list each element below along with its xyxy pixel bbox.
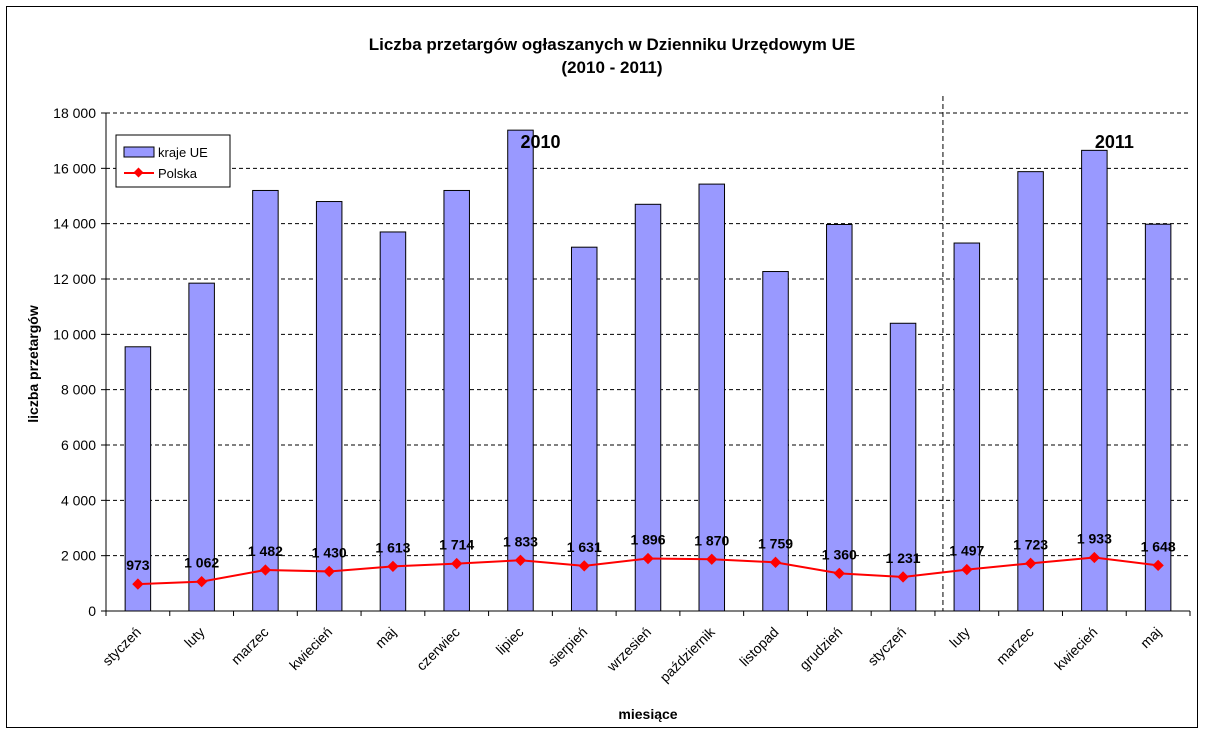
point-polska bbox=[1024, 557, 1037, 569]
bar-kraje-ue bbox=[1081, 149, 1108, 612]
data-label-polska: 1 631 bbox=[567, 539, 602, 555]
legend-swatch-kraje-ue bbox=[123, 146, 155, 158]
data-label-polska: 1 360 bbox=[822, 546, 857, 562]
legend-marker-polska bbox=[133, 167, 144, 178]
point-polska bbox=[833, 567, 845, 580]
x-tick-label: marzec bbox=[993, 624, 1037, 668]
point-polska bbox=[387, 560, 399, 573]
data-label-polska: 1 497 bbox=[949, 543, 984, 559]
point-polska bbox=[195, 575, 208, 588]
x-tick-label: styczeń bbox=[99, 624, 144, 669]
y-tick-label: 16 000 bbox=[53, 160, 96, 176]
bar-kraje-ue bbox=[379, 231, 407, 612]
x-tick-label: maj bbox=[1137, 624, 1164, 651]
bar-kraje-ue bbox=[1017, 171, 1044, 612]
point-polska bbox=[642, 552, 654, 565]
x-tick-label: listopad bbox=[736, 624, 781, 669]
x-tick-label: grudzień bbox=[796, 624, 845, 673]
y-tick-label: 0 bbox=[88, 603, 96, 619]
data-label-polska: 1 833 bbox=[503, 533, 538, 549]
point-polska bbox=[259, 564, 272, 576]
x-axis-title: miesiące bbox=[618, 706, 677, 722]
point-polska bbox=[514, 554, 527, 566]
x-tick-label: styczeń bbox=[864, 624, 909, 669]
y-tick-label: 12 000 bbox=[53, 271, 96, 287]
bar-kraje-ue bbox=[315, 201, 343, 612]
bar-kraje-ue bbox=[443, 189, 470, 612]
x-tick-label: luty bbox=[181, 624, 208, 651]
y-tick-label: 10 000 bbox=[53, 326, 96, 342]
legend-box bbox=[115, 134, 231, 188]
data-label-polska: 1 482 bbox=[248, 543, 283, 559]
bar-kraje-ue bbox=[762, 271, 789, 612]
data-label-polska: 1 759 bbox=[758, 535, 793, 551]
x-tick-label: kwiecień bbox=[286, 624, 335, 673]
data-label-polska: 1 062 bbox=[184, 555, 219, 571]
point-polska bbox=[769, 556, 782, 568]
x-tick-label: maj bbox=[372, 624, 399, 651]
y-tick-label: 2 000 bbox=[61, 548, 96, 564]
x-tick-label: wrzesień bbox=[603, 624, 654, 675]
point-polska bbox=[578, 560, 590, 572]
chart-subtitle: (2010 - 2011) bbox=[561, 58, 662, 77]
point-polska bbox=[1152, 559, 1164, 572]
chart-title: Liczba przetargów ogłaszanych w Dziennik… bbox=[369, 35, 855, 54]
legend-label-kraje-ue: kraje UE bbox=[158, 145, 208, 160]
bar-kraje-ue bbox=[826, 223, 853, 612]
year-annotation: 2011 bbox=[1095, 132, 1134, 152]
x-tick-label: marzec bbox=[228, 624, 272, 668]
data-label-polska: 1 648 bbox=[1141, 538, 1176, 554]
bar-kraje-ue bbox=[634, 203, 662, 612]
x-tick-label: kwiecień bbox=[1051, 624, 1100, 673]
data-label-polska: 1 896 bbox=[630, 532, 665, 548]
bar-kraje-ue bbox=[507, 129, 534, 612]
legend-label-polska: Polska bbox=[158, 166, 198, 181]
x-tick-label: luty bbox=[946, 624, 973, 651]
bar-kraje-ue bbox=[188, 282, 215, 612]
point-polska bbox=[706, 553, 718, 565]
bar-series-kraje-ue bbox=[124, 129, 1172, 612]
data-labels: 973 1 062 1 482 1 430 1 613 1 714 1 833 1 631 1 … bbox=[126, 531, 1176, 574]
data-label-polska: 1 933 bbox=[1077, 531, 1112, 547]
point-polska bbox=[1088, 551, 1101, 564]
x-tick-label: lipiec bbox=[493, 624, 527, 658]
y-tick-label: 8 000 bbox=[61, 382, 96, 398]
bar-kraje-ue bbox=[1144, 223, 1172, 612]
x-tick-label: sierpień bbox=[544, 624, 590, 670]
bar-kraje-ue bbox=[570, 246, 598, 612]
data-label-polska: 1 430 bbox=[312, 544, 347, 560]
bar-kraje-ue bbox=[698, 183, 726, 612]
year-annotation: 2010 bbox=[520, 132, 560, 152]
x-tick-label: czerwiec bbox=[413, 624, 463, 674]
data-label-polska: 1 714 bbox=[439, 537, 474, 553]
bar-kraje-ue bbox=[124, 346, 152, 612]
legend: kraje UE Polska bbox=[115, 134, 231, 188]
point-polska bbox=[132, 578, 144, 590]
data-label-polska: 1 723 bbox=[1013, 536, 1048, 552]
point-polska bbox=[897, 571, 909, 583]
bar-kraje-ue bbox=[889, 322, 917, 612]
y-tick-label: 6 000 bbox=[61, 437, 96, 453]
x-tick-label: październik bbox=[656, 623, 718, 685]
y-axis-title: liczba przetargów bbox=[25, 305, 41, 423]
line-series-polska bbox=[132, 551, 1164, 590]
bar-kraje-ue bbox=[953, 242, 981, 612]
point-polska bbox=[451, 557, 463, 570]
point-polska bbox=[961, 563, 973, 576]
bar-kraje-ue bbox=[252, 189, 279, 612]
year-annotations: 2010 2011 bbox=[520, 132, 1133, 152]
data-label-polska: 1 613 bbox=[375, 539, 410, 555]
data-label-polska: 1 870 bbox=[694, 532, 729, 548]
y-tick-label: 4 000 bbox=[61, 492, 96, 508]
y-tick-label: 14 000 bbox=[53, 216, 96, 232]
point-polska bbox=[323, 565, 335, 578]
data-label-polska: 973 bbox=[126, 557, 150, 573]
data-label-polska: 1 231 bbox=[886, 550, 921, 566]
y-tick-label: 18 000 bbox=[53, 105, 96, 121]
